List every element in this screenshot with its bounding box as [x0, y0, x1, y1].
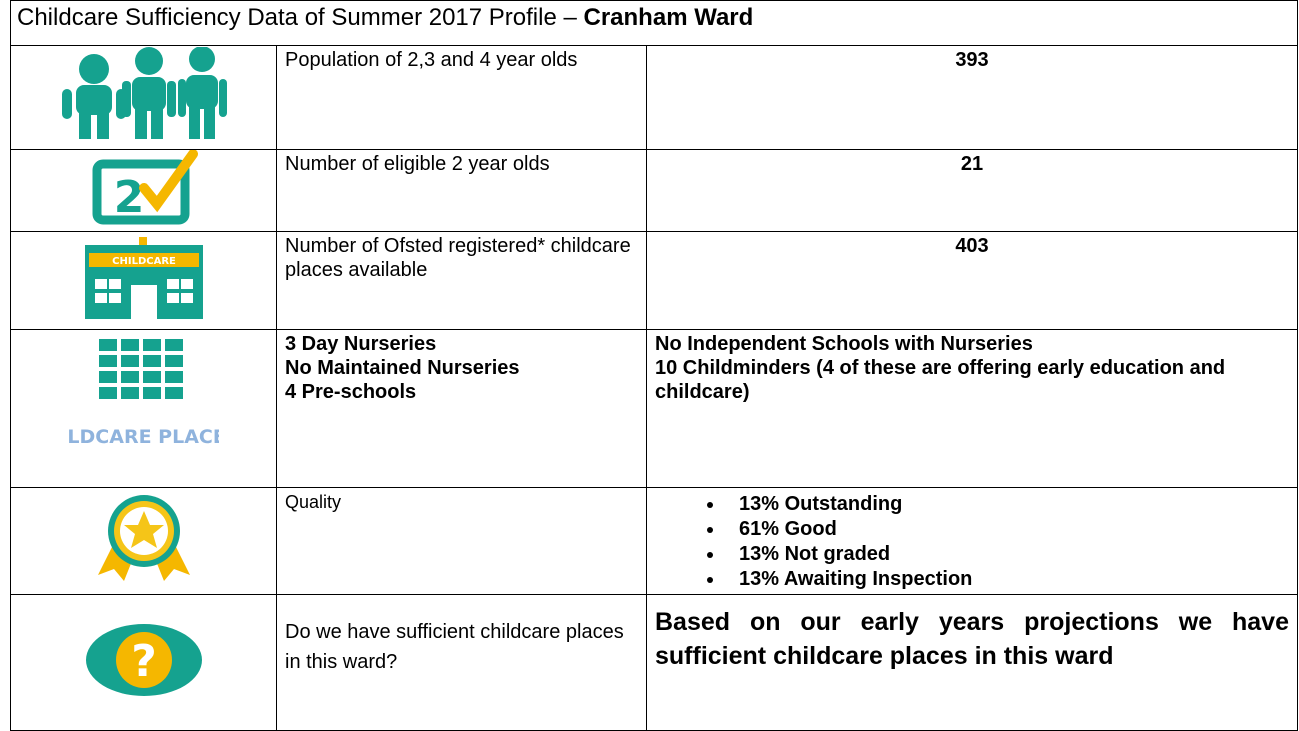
profile-table: Childcare Sufficiency Data of Summer 201…	[10, 0, 1298, 731]
row: CHILDCARE Number of Ofsted registered* c…	[10, 231, 1298, 330]
value-line: No Independent Schools with Nurseries	[655, 333, 1033, 355]
bullet: 61% Good	[725, 517, 1289, 542]
row: Quality 13% Outstanding61% Good13% Not g…	[10, 487, 1298, 595]
icon-cell	[10, 45, 277, 150]
value-line: 10 Childminders (4 of these are offering…	[655, 357, 1226, 403]
icon-sign: CHILDCARE	[112, 256, 176, 267]
row: 2 Number of eligible 2 year olds 21	[10, 149, 1298, 232]
label-line: 3 Day Nurseries	[285, 333, 437, 355]
label: Quality	[276, 487, 647, 595]
value: 403	[646, 231, 1298, 330]
label: Do we have sufficient childcare places i…	[276, 594, 647, 731]
icon-cell: ?	[10, 594, 277, 731]
label: Number of eligible 2 year olds	[276, 149, 647, 232]
bullet: 13% Outstanding	[725, 492, 1289, 517]
children-icon	[61, 46, 227, 139]
checkbox-icon: 2	[92, 149, 198, 225]
bullet: 13% Not graded	[725, 542, 1289, 567]
label: Population of 2,3 and 4 year olds	[276, 45, 647, 150]
row: Population of 2,3 and 4 year olds 393	[10, 45, 1298, 150]
value: No Independent Schools with Nurseries 10 …	[646, 329, 1298, 488]
value: 393	[646, 45, 1298, 150]
icon-cell	[10, 487, 277, 595]
value: 21	[646, 149, 1298, 232]
label: Number of Ofsted registered* childcare p…	[276, 231, 647, 330]
bullet-list: 13% Outstanding61% Good13% Not graded13%…	[655, 492, 1289, 592]
icon-digit: 2	[113, 172, 144, 223]
rosette-icon	[97, 495, 190, 581]
icon-cell: CHILDCARE PLACES	[10, 329, 277, 488]
places-icon: CHILDCARE PLACES	[30, 338, 239, 448]
title-ward: Cranham Ward	[583, 4, 754, 31]
value: 13% Outstanding61% Good13% Not graded13%…	[646, 487, 1298, 595]
title-cell: Childcare Sufficiency Data of Summer 201…	[10, 0, 1298, 46]
icon-caption: CHILDCARE PLACES	[69, 426, 219, 448]
icon-question: ?	[131, 636, 157, 687]
building-icon: CHILDCARE	[84, 237, 203, 319]
value: Based on our early years projections we …	[646, 594, 1298, 731]
row: ? Do we have sufficient childcare places…	[10, 594, 1298, 731]
icon-cell: CHILDCARE	[10, 231, 277, 330]
bullet: 13% Awaiting Inspection	[725, 567, 1289, 592]
icon-cell: 2	[10, 149, 277, 232]
label-line: No Maintained Nurseries	[285, 357, 520, 379]
title-row: Childcare Sufficiency Data of Summer 201…	[10, 0, 1298, 46]
question-icon: ?	[85, 623, 202, 696]
label: 3 Day Nurseries No Maintained Nurseries 4 …	[276, 329, 647, 488]
label-line: 4 Pre-schools	[285, 381, 417, 403]
title: Childcare Sufficiency Data of Summer 201…	[17, 4, 584, 31]
